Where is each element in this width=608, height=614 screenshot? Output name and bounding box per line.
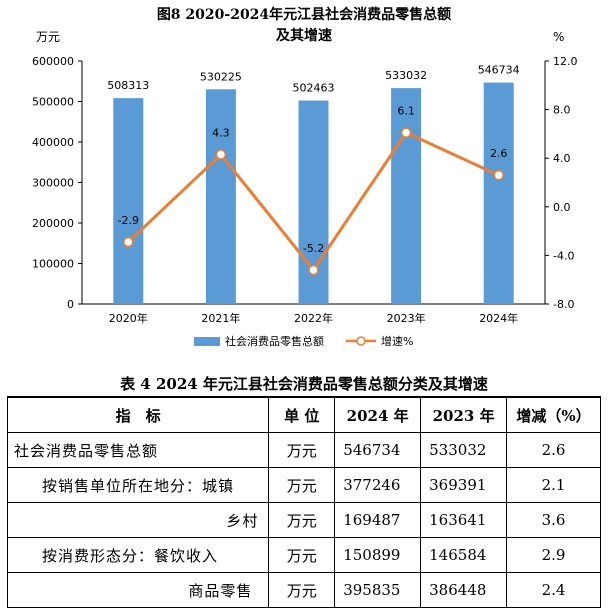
growth-point [400, 127, 412, 138]
x-tick-label: 2023年 [387, 311, 426, 325]
growth-point [123, 236, 134, 248]
header-2023: 2023 年 [420, 396, 508, 433]
header-indicator: 指 标 [6, 396, 270, 433]
left-tick-label: 300000 [32, 177, 74, 190]
legend-line-label: 增速% [381, 334, 413, 348]
row-label: 按销售单位所在地分：城镇 [6, 467, 270, 503]
bar-data-label: 533032 [385, 69, 427, 82]
growth-data-label: -5.2 [303, 242, 324, 255]
table-row: 按销售单位所在地分：城镇 万元 377246 369391 2.1 [6, 467, 601, 503]
right-tick-label: 12.0 [553, 55, 578, 68]
right-tick-label: -4.0 [553, 249, 574, 262]
growth-data-label: -2.9 [118, 214, 139, 227]
row-2023: 163641 [420, 502, 508, 538]
row-unit: 万元 [268, 502, 336, 538]
table-title: 表 4 2024 年元江县社会消费品零售总额分类及其增速 [120, 375, 488, 393]
bar-data-label: 546734 [478, 64, 520, 77]
row-change: 2.6 [506, 432, 601, 468]
right-tick-label: 4.0 [553, 152, 571, 165]
combo-chart: 图8 2020-2024年元江县社会消费品零售总额 及其增速 万元 % 0 100… [32, 6, 578, 348]
growth-point [308, 264, 319, 276]
left-tick-label: 600000 [32, 55, 74, 68]
row-2023: 533032 [420, 432, 508, 468]
chart-subtitle: 及其增速 [276, 27, 332, 44]
row-2024: 150899 [334, 537, 422, 573]
growth-data-label: 4.3 [212, 127, 230, 140]
left-tick-label: 400000 [32, 136, 74, 149]
table-row: 按消费形态分：餐饮收入 万元 150899 146584 2.9 [6, 537, 601, 573]
growth-point [215, 149, 227, 160]
row-2024: 169487 [334, 502, 422, 538]
row-unit: 万元 [268, 467, 336, 503]
left-tick-label: 500000 [32, 96, 74, 109]
legend-bar-label: 社会消费品零售总额 [225, 334, 324, 348]
legend-bar-swatch [194, 337, 220, 346]
row-2024: 395835 [334, 572, 422, 608]
bar [483, 82, 514, 305]
chart-legend: 社会消费品零售总额 增速% [194, 334, 413, 348]
row-2023: 369391 [420, 467, 508, 503]
header-2024: 2024 年 [334, 396, 422, 433]
bar-data-label: 508313 [107, 79, 149, 92]
row-label: 商品零售 [6, 572, 270, 608]
row-unit: 万元 [268, 432, 336, 468]
right-tick-label: 8.0 [553, 104, 571, 117]
row-label: 按消费形态分：餐饮收入 [6, 537, 270, 573]
x-tick-label: 2022年 [294, 311, 333, 325]
row-unit: 万元 [268, 537, 336, 573]
row-2024: 377246 [334, 467, 422, 503]
bar-data-label: 530225 [200, 70, 242, 83]
left-axis-unit: 万元 [36, 30, 60, 44]
table-row: 社会消费品零售总额 万元 546734 533032 2.6 [6, 432, 601, 468]
table-header-row: 指 标 单 位 2024 年 2023 年 增减（%） [6, 396, 601, 433]
right-axis-unit: % [553, 30, 564, 44]
table-row: 商品零售 万元 395835 386448 2.4 [6, 572, 601, 608]
bar [391, 88, 422, 304]
bar-data-label: 502463 [293, 82, 335, 95]
left-tick-label: 100000 [32, 258, 74, 271]
x-tick-label: 2021年 [201, 311, 240, 325]
growth-point [493, 169, 504, 181]
chart-title: 图8 2020-2024年元江县社会消费品零售总额 [157, 6, 451, 23]
table-row: 乡村 万元 169487 163641 3.6 [6, 502, 601, 538]
legend-line-marker [356, 336, 366, 346]
row-change: 2.9 [506, 537, 601, 573]
x-tick-label: 2024年 [479, 311, 518, 325]
retail-sales-table: 指 标 单 位 2024 年 2023 年 增减（%） 社会消费品零售总额 万元… [6, 396, 601, 608]
row-2023: 146584 [420, 537, 508, 573]
row-2024: 546734 [334, 432, 422, 468]
growth-data-label: 2.6 [490, 147, 508, 160]
x-tick-label: 2020年 [109, 311, 148, 325]
right-tick-label: 0.0 [553, 201, 571, 214]
left-tick-label: 200000 [32, 217, 74, 230]
row-change: 2.1 [506, 467, 601, 503]
row-unit: 万元 [268, 572, 336, 608]
growth-data-label: 6.1 [397, 105, 415, 118]
row-2023: 386448 [420, 572, 508, 608]
row-label: 社会消费品零售总额 [6, 432, 270, 468]
table-section: 表 4 2024 年元江县社会消费品零售总额分类及其增速 指 标 单 位 202… [0, 372, 608, 608]
left-tick-label: 0 [67, 298, 74, 311]
header-unit: 单 位 [268, 396, 336, 433]
bar [205, 89, 236, 304]
row-change: 2.4 [506, 572, 601, 608]
bar [113, 98, 144, 304]
right-tick-label: -8.0 [553, 298, 574, 311]
header-change: 增减（%） [506, 396, 601, 433]
row-label: 乡村 [6, 502, 270, 538]
row-change: 3.6 [506, 502, 601, 538]
